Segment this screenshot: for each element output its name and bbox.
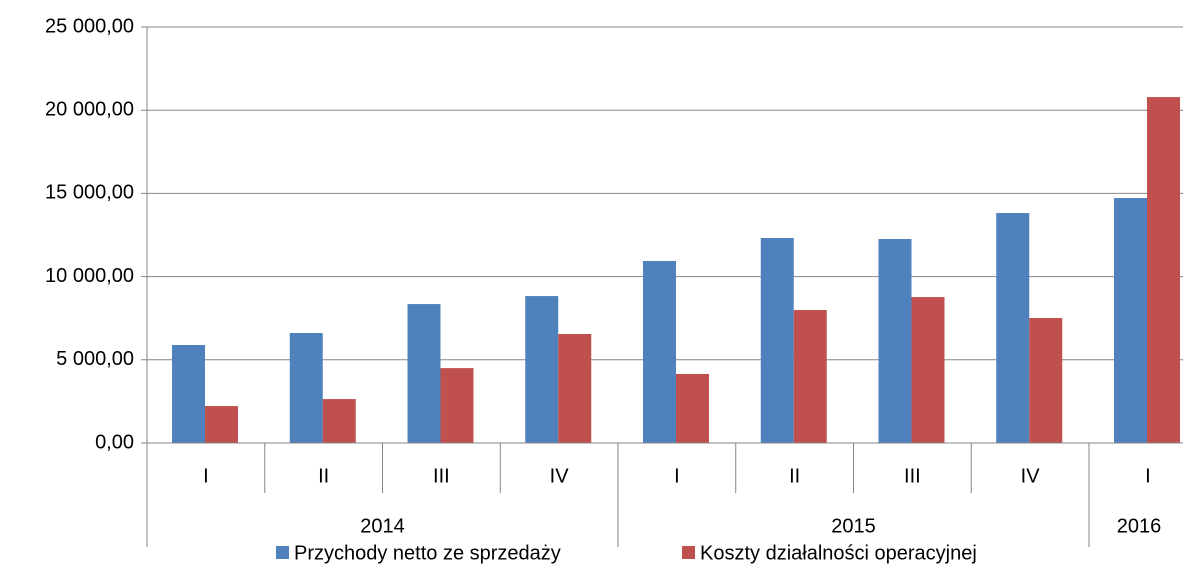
y-tick-label: 0,00 bbox=[95, 431, 134, 453]
x-tick-label: I bbox=[203, 465, 209, 487]
x-tick-label: IV bbox=[1021, 465, 1041, 487]
y-tick-label: 25 000,00 bbox=[45, 15, 134, 37]
year-label: 2015 bbox=[831, 515, 876, 537]
x-tick-label: IV bbox=[550, 465, 570, 487]
bar bbox=[289, 333, 323, 443]
y-tick-label: 10 000,00 bbox=[45, 265, 134, 287]
bar bbox=[205, 406, 238, 443]
bar bbox=[643, 260, 676, 443]
legend-label: Koszty działalności operacyjnej bbox=[700, 542, 977, 564]
y-tick-label: 15 000,00 bbox=[45, 182, 134, 204]
x-tick-label: III bbox=[904, 465, 921, 487]
bar bbox=[1114, 198, 1147, 443]
bar bbox=[1147, 97, 1180, 444]
bar bbox=[1029, 318, 1063, 443]
legend-label: Przychody netto ze sprzedaży bbox=[294, 542, 561, 564]
bar bbox=[793, 310, 827, 443]
bar bbox=[440, 368, 474, 443]
bar bbox=[525, 296, 559, 443]
x-tick-label: I bbox=[1145, 465, 1151, 487]
x-tick-label: II bbox=[318, 465, 329, 487]
bar bbox=[172, 344, 205, 443]
bar bbox=[676, 373, 709, 443]
bar bbox=[878, 238, 912, 443]
y-tick-label: 5 000,00 bbox=[56, 348, 134, 370]
y-tick-label: 20 000,00 bbox=[45, 98, 134, 120]
bar bbox=[911, 297, 945, 443]
legend-swatch bbox=[682, 546, 695, 559]
bar bbox=[996, 213, 1030, 443]
bar bbox=[760, 237, 794, 443]
bar bbox=[322, 399, 356, 443]
bar bbox=[407, 304, 441, 443]
x-tick-label: II bbox=[789, 465, 800, 487]
x-tick-label: I bbox=[674, 465, 680, 487]
year-label: 2014 bbox=[360, 515, 405, 537]
legend-swatch bbox=[276, 546, 289, 559]
x-tick-label: III bbox=[433, 465, 450, 487]
year-label: 2016 bbox=[1117, 515, 1162, 537]
bar bbox=[558, 334, 592, 443]
